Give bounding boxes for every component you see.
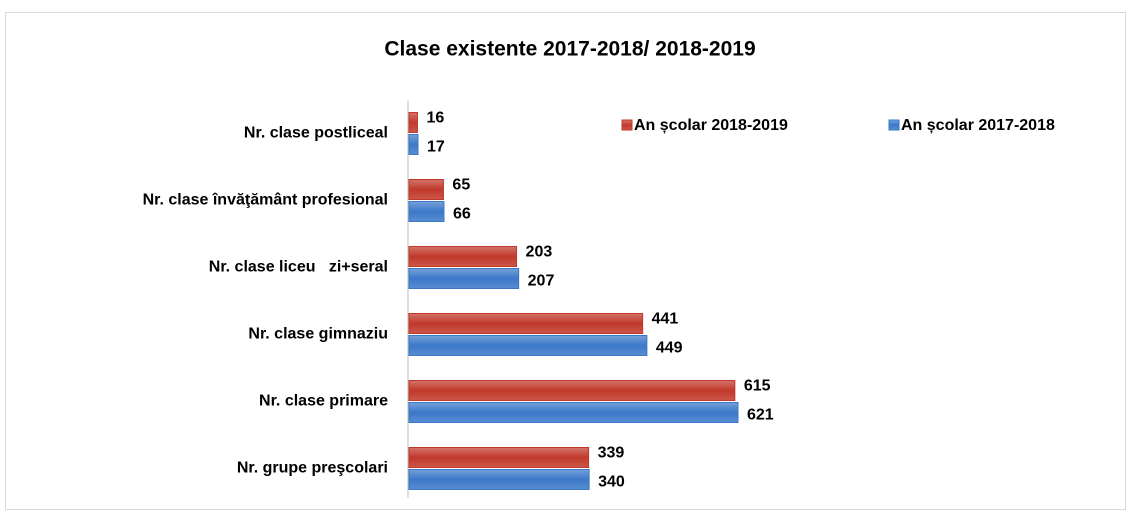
bar — [408, 134, 419, 155]
data-label: 615 — [744, 378, 771, 395]
data-label: 340 — [598, 474, 625, 491]
y-tick-label: Nr. clase primare — [259, 393, 388, 410]
legend-swatch — [621, 119, 633, 131]
data-label: 203 — [526, 244, 553, 261]
legend-label: An școlar 2017-2018 — [901, 117, 1055, 134]
data-label: 621 — [747, 407, 774, 424]
bar — [408, 380, 736, 401]
data-label: 339 — [598, 445, 625, 462]
bar — [408, 313, 644, 334]
data-label: 207 — [528, 273, 555, 290]
data-label: 449 — [656, 340, 683, 357]
data-label: 16 — [426, 110, 444, 127]
bar — [408, 447, 590, 468]
y-tick-label: Nr. clase învăţământ profesional — [143, 192, 388, 209]
bar — [408, 268, 520, 289]
bar — [408, 335, 648, 356]
chart-title: Clase existente 2017-2018/ 2018-2019 — [384, 38, 755, 61]
bar — [408, 201, 445, 222]
y-tick-label: Nr. clase gimnaziu — [248, 326, 388, 343]
data-label: 66 — [453, 206, 471, 223]
y-tick-label: Nr. clase liceu zi+seral — [209, 259, 388, 276]
chart-frame — [5, 12, 1126, 510]
bar — [408, 246, 518, 267]
legend-swatch — [888, 119, 900, 131]
bar — [408, 112, 418, 133]
legend-label: An școlar 2018-2019 — [634, 117, 788, 134]
bar — [408, 469, 590, 490]
y-tick-label: Nr. grupe preşcolari — [237, 460, 388, 477]
data-label: 441 — [652, 311, 679, 328]
data-label: 17 — [427, 139, 445, 156]
bar — [408, 179, 444, 200]
y-tick-label: Nr. clase postliceal — [244, 125, 388, 142]
bar — [408, 402, 739, 423]
data-label: 65 — [452, 177, 470, 194]
